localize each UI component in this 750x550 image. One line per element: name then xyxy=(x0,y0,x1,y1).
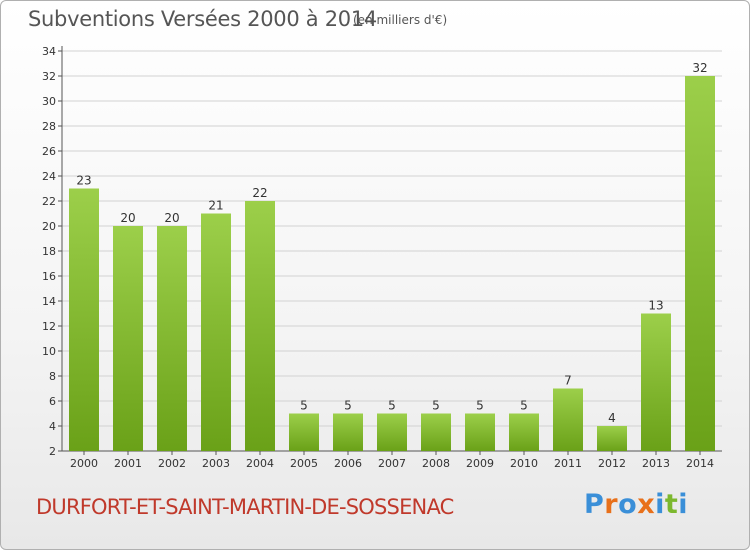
y-tick-label: 22 xyxy=(42,195,56,208)
data-label: 5 xyxy=(388,399,396,413)
data-label: 13 xyxy=(648,299,663,313)
data-label: 5 xyxy=(520,399,528,413)
y-tick-label: 16 xyxy=(42,270,56,283)
x-tick-label: 2009 xyxy=(466,457,494,470)
bar xyxy=(377,413,407,451)
x-tick-label: 2003 xyxy=(202,457,230,470)
data-label: 5 xyxy=(344,399,352,413)
data-label: 22 xyxy=(252,186,267,200)
bar xyxy=(553,388,583,451)
data-label: 4 xyxy=(608,411,616,425)
proxiti-logo: Proxiti xyxy=(584,489,688,520)
y-tick-label: 32 xyxy=(42,70,56,83)
y-tick-label: 8 xyxy=(49,370,56,383)
bar xyxy=(509,413,539,451)
y-tick-label: 6 xyxy=(49,395,56,408)
y-tick-label: 12 xyxy=(42,320,56,333)
bar xyxy=(465,413,495,451)
bar xyxy=(289,413,319,451)
data-label: 7 xyxy=(564,374,572,388)
bar xyxy=(641,313,671,451)
chart-title: Subventions Versées 2000 à 2014 xyxy=(28,7,377,31)
logo-letter: o xyxy=(618,489,638,520)
y-tick-label: 30 xyxy=(42,95,56,108)
x-tick-label: 2005 xyxy=(290,457,318,470)
logo-letter: P xyxy=(584,489,605,520)
bar xyxy=(597,426,627,451)
bar xyxy=(245,201,275,451)
logo-letter: x xyxy=(637,489,656,520)
unit-label: (en milliers d'€) xyxy=(353,13,448,27)
x-tick-label: 2006 xyxy=(334,457,362,470)
bar xyxy=(113,226,143,451)
x-tick-label: 2012 xyxy=(598,457,626,470)
y-tick-label: 14 xyxy=(42,295,56,308)
bar xyxy=(333,413,363,451)
x-tick-label: 2011 xyxy=(554,457,582,470)
data-label: 20 xyxy=(120,211,135,225)
y-tick-label: 4 xyxy=(49,420,56,433)
x-tick-label: 2004 xyxy=(246,457,274,470)
data-label: 5 xyxy=(476,399,484,413)
x-tick-label: 2002 xyxy=(158,457,186,470)
x-tick-label: 2008 xyxy=(422,457,450,470)
bar xyxy=(157,226,187,451)
x-tick-label: 2010 xyxy=(510,457,538,470)
y-tick-label: 28 xyxy=(42,120,56,133)
y-tick-label: 34 xyxy=(42,45,56,58)
data-label: 5 xyxy=(300,399,308,413)
data-label: 21 xyxy=(208,199,223,213)
logo-letter: r xyxy=(604,489,619,520)
y-tick-label: 10 xyxy=(42,345,56,358)
y-tick-label: 2 xyxy=(49,445,56,458)
data-label: 5 xyxy=(432,399,440,413)
logo-letter: i xyxy=(655,489,665,520)
y-tick-label: 26 xyxy=(42,145,56,158)
y-tick-label: 18 xyxy=(42,245,56,258)
data-label: 32 xyxy=(692,61,707,75)
logo-letter: t xyxy=(664,489,679,520)
x-tick-label: 2000 xyxy=(70,457,98,470)
x-tick-label: 2001 xyxy=(114,457,142,470)
bar xyxy=(421,413,451,451)
x-tick-label: 2013 xyxy=(642,457,670,470)
commune-name: DURFORT-ET-SAINT-MARTIN-DE-SOSSENAC xyxy=(36,495,454,519)
bar xyxy=(69,188,99,451)
x-tick-label: 2007 xyxy=(378,457,406,470)
data-label: 20 xyxy=(164,211,179,225)
bar xyxy=(685,76,715,451)
y-tick-label: 24 xyxy=(42,170,56,183)
bar xyxy=(201,213,231,451)
logo-letter: i xyxy=(678,489,689,520)
y-tick-label: 20 xyxy=(42,220,56,233)
data-label: 23 xyxy=(76,174,91,188)
x-tick-label: 2014 xyxy=(686,457,714,470)
